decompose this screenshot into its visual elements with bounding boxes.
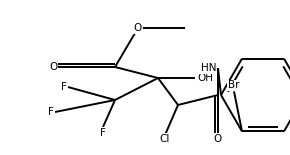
Text: F: F xyxy=(100,128,106,138)
Text: Cl: Cl xyxy=(160,134,170,144)
Text: OH: OH xyxy=(197,73,213,83)
Text: O: O xyxy=(134,23,142,33)
Text: F: F xyxy=(61,82,67,92)
Text: O: O xyxy=(214,134,222,144)
Text: HN: HN xyxy=(200,63,216,73)
Text: O: O xyxy=(49,62,57,72)
Text: Br: Br xyxy=(228,80,240,90)
Text: F: F xyxy=(48,107,54,117)
